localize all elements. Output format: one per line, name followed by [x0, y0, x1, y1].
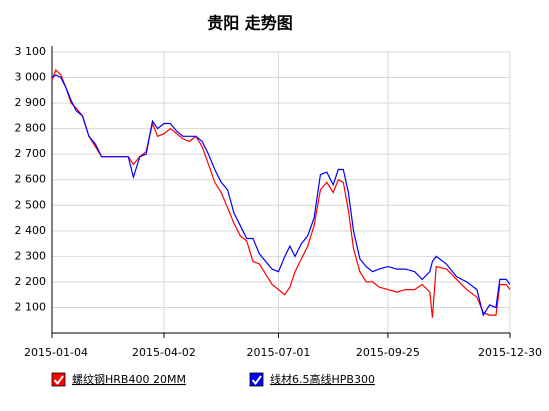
- legend-check: [251, 375, 262, 386]
- y-tick-label: 2 900: [15, 96, 47, 109]
- y-tick-label: 3 100: [15, 45, 47, 58]
- y-tick-label: 3 000: [15, 71, 47, 84]
- legend-label[interactable]: 线材6.5高线HPB300: [270, 372, 375, 386]
- y-tick-label: 2 400: [15, 224, 47, 237]
- y-tick-label: 2 800: [15, 122, 47, 135]
- y-tick-label: 2 200: [15, 275, 47, 288]
- x-tick-label: 2015-12-30: [478, 346, 542, 359]
- series-line: [51, 74, 511, 317]
- legend-checkbox[interactable]: [249, 372, 264, 387]
- chart-title: 贵阳 走势图: [207, 14, 293, 33]
- legend-checkbox[interactable]: [51, 372, 66, 387]
- y-tick-label: 2 500: [15, 198, 47, 211]
- x-tick-label: 2015-07-01: [246, 346, 310, 359]
- y-tick-label: 2 100: [15, 300, 47, 313]
- legend-check: [53, 375, 64, 386]
- y-tick-label: 2 300: [15, 249, 47, 262]
- legend-item[interactable]: 螺纹钢HRB400 20MM: [51, 372, 186, 387]
- legend-item[interactable]: 线材6.5高线HPB300: [249, 372, 375, 387]
- series-line: [51, 68, 511, 318]
- x-tick-label: 2015-04-02: [132, 346, 196, 359]
- x-tick-label: 2015-09-25: [356, 346, 420, 359]
- y-tick-label: 2 600: [15, 173, 47, 186]
- x-tick-label: 2015-01-04: [24, 346, 88, 359]
- legend-label[interactable]: 螺纹钢HRB400 20MM: [72, 372, 186, 386]
- y-tick-label: 2 700: [15, 147, 47, 160]
